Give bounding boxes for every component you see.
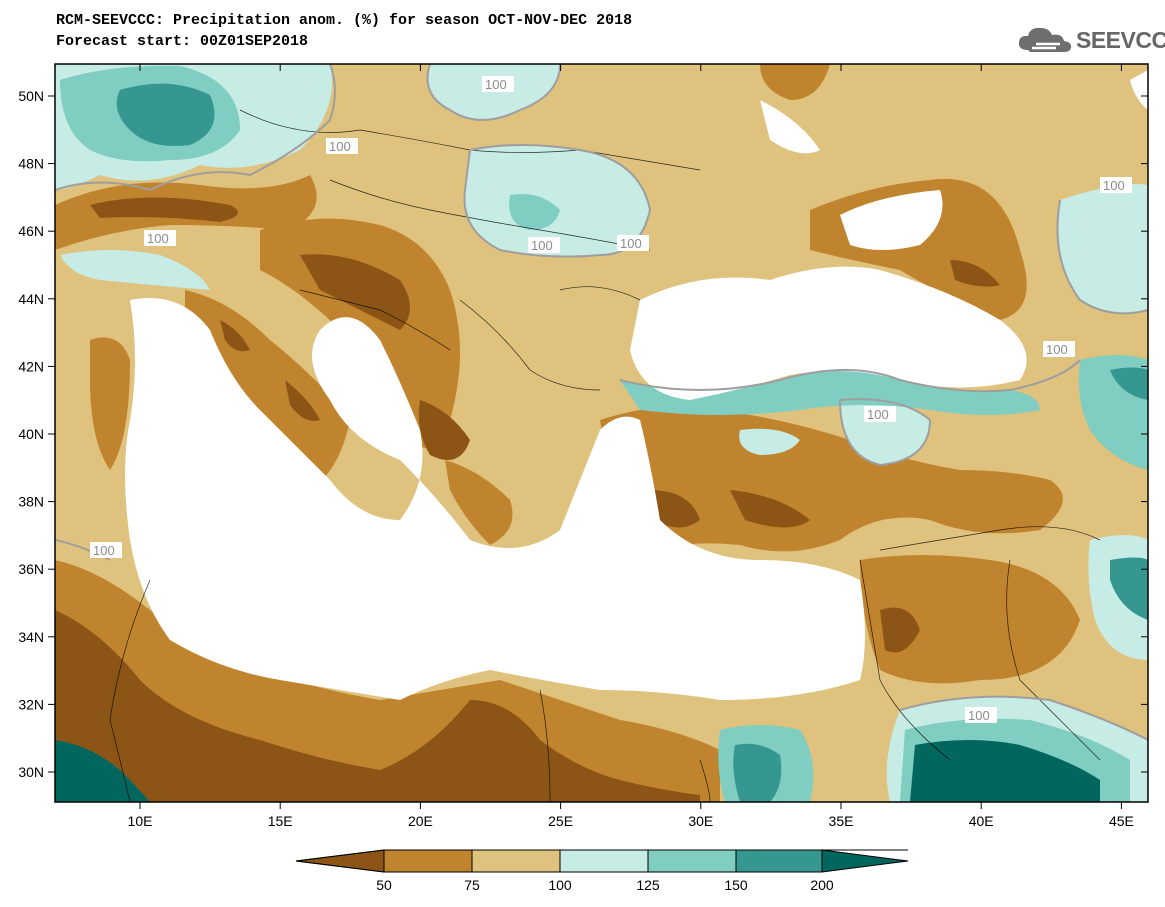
map-title: RCM-SEEVCCC: Precipitation anom. (%) for…: [56, 12, 633, 29]
wet-region-pannonian: [464, 145, 650, 257]
lon-tick-label: 15E: [268, 813, 293, 829]
lat-tick-label: 40N: [18, 426, 44, 442]
map-subtitle: Forecast start: 00Z01SEP2018: [56, 33, 309, 50]
contour-label: 100: [147, 231, 169, 246]
black-sea: [630, 266, 1027, 400]
latitude-axis: 50N 48N 46N 44N 42N 40N 38N 36N 34N 32N 30N: [18, 88, 1148, 780]
lon-tick-label: 30E: [688, 813, 713, 829]
contour-label: 100: [485, 77, 507, 92]
lon-tick-label: 25E: [548, 813, 573, 829]
map-frame: [54, 63, 1149, 803]
colorbar-label: 100: [548, 877, 572, 893]
contour-label: 100: [867, 407, 889, 422]
lat-tick-label: 38N: [18, 494, 44, 510]
contour-label: 100: [968, 708, 990, 723]
colorbar-segment-6: [822, 850, 908, 872]
lat-tick-label: 30N: [18, 764, 44, 780]
colorbar-segment-3: [560, 850, 648, 872]
lat-tick-label: 36N: [18, 561, 44, 577]
lon-tick-label: 40E: [969, 813, 994, 829]
contour-label: 100: [1020, 808, 1042, 823]
cloud-icon: [1018, 27, 1072, 52]
mediterranean-sea: [125, 298, 865, 700]
lat-tick-label: 34N: [18, 629, 44, 645]
colorbar-segment-5: [736, 850, 822, 872]
lat-tick-label: 50N: [18, 88, 44, 104]
dry-region-levant: [860, 555, 1080, 684]
colorbar-label: 50: [376, 877, 392, 893]
colorbar-segment-4: [648, 850, 736, 872]
lat-tick-label: 48N: [18, 156, 44, 172]
contour-label: 100: [620, 236, 642, 251]
colorbar-label: 125: [636, 877, 660, 893]
dry-region-anatolia: [600, 406, 1063, 552]
lat-tick-label: 44N: [18, 291, 44, 307]
lat-tick-label: 32N: [18, 696, 44, 712]
lon-tick-label: 10E: [128, 813, 153, 829]
colorbar-segment-1: [384, 850, 472, 872]
lat-tick-label: 42N: [18, 358, 44, 374]
map-area: 100 100 100 100 100 100 100 100 100 100 …: [55, 64, 1148, 823]
lon-tick-label: 35E: [829, 813, 854, 829]
lat-tick-label: 46N: [18, 223, 44, 239]
longitude-axis: 10E 15E 20E 25E 30E 35E 40E 45E: [128, 64, 1134, 829]
colorbar-segment-2: [472, 850, 560, 872]
contour-label: 100: [1046, 342, 1068, 357]
sea-of-azov: [840, 190, 943, 250]
colorbar-segment-0: [296, 850, 384, 872]
contour-label: 100: [93, 543, 115, 558]
lon-tick-label: 45E: [1109, 813, 1134, 829]
colorbar-label: 75: [464, 877, 480, 893]
contour-label: 100: [531, 238, 553, 253]
contour-labels: 100 100 100 100 100 100 100 100 100 100 …: [90, 76, 1132, 823]
wet-region-east: [1057, 184, 1148, 314]
colorbar-label: 150: [724, 877, 748, 893]
colorbar: 50 75 100 125 150 200: [295, 849, 909, 893]
contour-label: 100: [1103, 178, 1125, 193]
logo-text: SEEVCCC: [1076, 27, 1165, 53]
lon-tick-label: 20E: [408, 813, 433, 829]
seevccc-logo: SEEVCCC: [1016, 22, 1165, 58]
contour-label: 100: [329, 139, 351, 154]
wet-region-central-europe-core: [116, 83, 215, 146]
colorbar-label: 200: [810, 877, 834, 893]
